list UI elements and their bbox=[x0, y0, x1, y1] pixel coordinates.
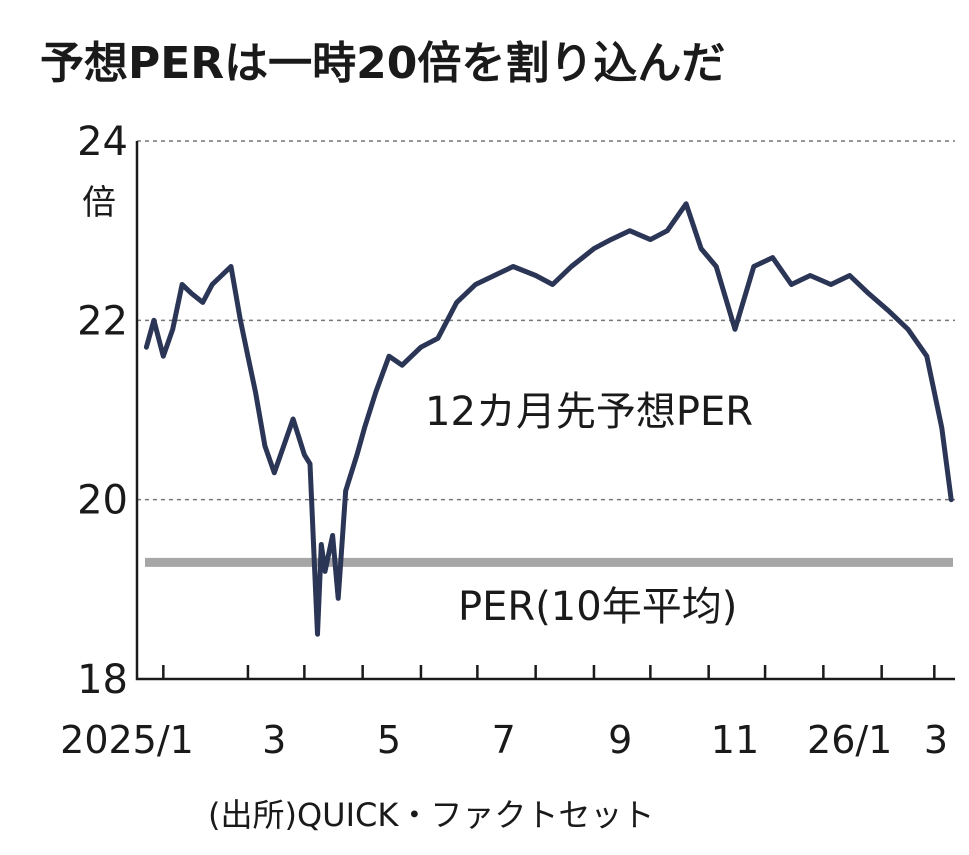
y-tick-label-22: 22 bbox=[77, 298, 128, 344]
x-tick-label-2: 5 bbox=[377, 718, 401, 762]
x-tick-label-6: 26/1 bbox=[807, 718, 892, 762]
x-tick-label-3: 7 bbox=[492, 718, 516, 762]
x-tick-label-7: 3 bbox=[924, 718, 948, 762]
axis-frame bbox=[135, 141, 955, 681]
axes bbox=[135, 141, 955, 681]
y-tick-label-24: 24 bbox=[77, 119, 128, 165]
source-note: (出所)QUICK・ファクトセット bbox=[208, 796, 654, 834]
average-per-series-label: PER(10年平均) bbox=[458, 584, 737, 630]
forward-per-line bbox=[143, 201, 954, 637]
x-tick-label-5: 11 bbox=[711, 718, 759, 762]
grid-lines bbox=[137, 140, 955, 501]
x-tick-label-0: 2025/1 bbox=[60, 718, 194, 762]
y-tick-label-20: 20 bbox=[77, 478, 128, 524]
x-tick-label-4: 9 bbox=[608, 718, 632, 762]
x-tick-labels: 2025/1 3 5 7 9 11 26/1 3 bbox=[60, 665, 948, 762]
y-unit-label: 倍 bbox=[82, 183, 116, 223]
forward-per-series-label: 12カ月先予想PER bbox=[425, 389, 753, 435]
forward-per-line-group bbox=[143, 201, 954, 637]
y-tick-labels: 18 20 22 24 bbox=[77, 119, 128, 703]
x-tick-label-1: 3 bbox=[262, 718, 286, 762]
chart-title: 予想PERは一時20倍を割り込んだ bbox=[40, 38, 725, 89]
y-tick-label-18: 18 bbox=[77, 657, 128, 703]
